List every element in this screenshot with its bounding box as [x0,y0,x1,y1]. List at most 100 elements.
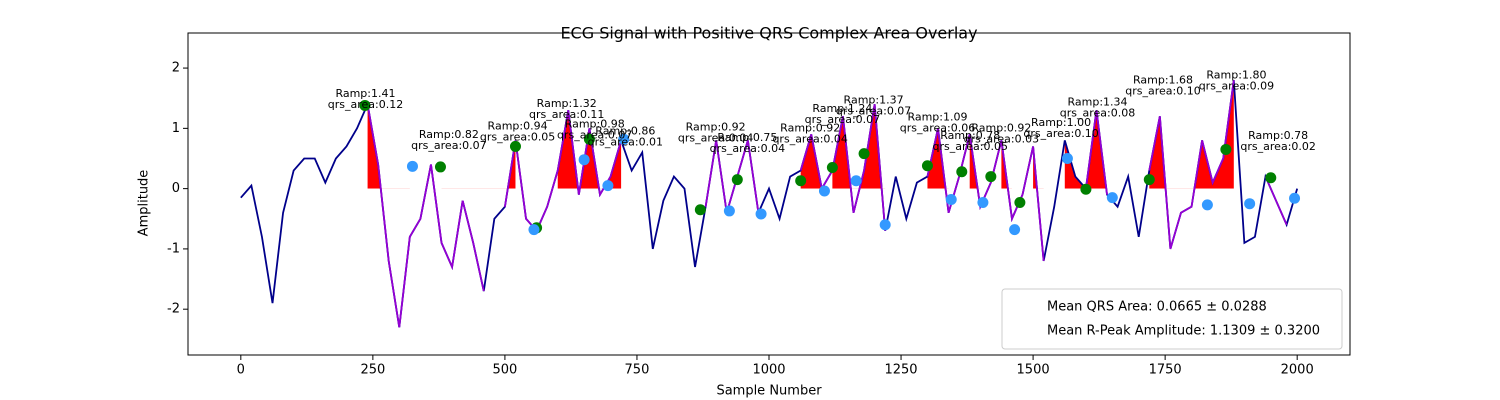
qrs-area [832,104,882,189]
x-tick-label: 1750 [1149,363,1182,378]
y-tick-label: 1 [172,121,180,136]
annotation: qrs_area:0.09 [1199,79,1274,92]
x-tick-label: 1000 [752,363,785,378]
annotation: Ramp:1.24 [812,102,872,115]
signal-line [1085,110,1108,195]
y-tick-label: -1 [167,241,180,256]
annotation: Ramp:1.00 [1031,116,1091,129]
peak-point [1143,174,1155,186]
peak-point [1009,224,1021,236]
annotation: Ramp:0.86 [595,124,655,137]
annotation: qrs_area:0.01 [588,135,663,148]
peak-point [1061,152,1073,164]
peak-point [818,185,830,197]
y-tick-label: 0 [172,181,180,196]
peak-point [434,161,446,173]
qrs-area [557,110,622,189]
peak-point [977,196,989,208]
annotation: qrs_area:0.04 [678,132,753,145]
annotation: qrs_area:0.08 [1060,106,1135,119]
annotation: Ramp:1.68 [1133,74,1193,87]
peak-point [359,99,371,111]
signal-line [1264,176,1288,226]
peak-point [921,160,933,172]
qrs-area [1064,110,1107,189]
peak-point [1014,196,1026,208]
peak-point [731,174,743,186]
peak-point [826,162,838,174]
annotation: Ramp:0.94 [488,120,548,133]
annotation: Ramp:0.92 [780,121,840,134]
annotation: qrs_area:0.10 [1125,85,1200,98]
annotation: Ramp:1.37 [844,94,904,107]
peak-point [1244,198,1256,210]
annotation: Ramp:1.09 [907,110,967,123]
x-tick-label: 250 [360,363,385,378]
peak-point [945,193,957,205]
y-tick-label: 2 [172,61,180,76]
annotation: Ramp:0.92 [686,121,746,134]
x-tick-label: 500 [492,363,517,378]
peak-point [1201,199,1213,211]
annotation: qrs_area:0.04 [710,142,785,155]
annotation: Ramp:1.80 [1206,68,1266,81]
qrs-area [1149,80,1234,189]
peak-point [602,180,614,192]
qrs-area [927,128,946,189]
annotation: qrs_area:0.04 [772,132,847,145]
peak-point [1080,183,1092,195]
annotation: Ramp:0.92 [971,121,1031,134]
annotation: qrs_area:0.02 [1240,140,1315,153]
annotation: Ramp:1.32 [537,97,597,110]
annotation: Ramp:0.78 [940,129,1000,142]
legend-entry: Mean QRS Area: 0.0665 ± 0.0288 [1047,300,1267,315]
signal-line [704,140,760,213]
annotation: qrs_area:0.11 [529,108,604,121]
annotation: qrs_area:0.07 [805,113,880,126]
annotation: qrs_area:0.12 [328,98,403,111]
peak-point [723,205,735,217]
peak-point [509,140,521,152]
annotation: Ramp:0.82 [419,128,479,141]
peak-point [850,175,862,187]
x-tick-label: 750 [625,363,650,378]
plot-frame [187,32,1351,356]
qrs-area [969,134,978,189]
peak-point [618,133,630,145]
peak-point [406,160,418,172]
signal-line [1148,80,1235,250]
annotation: Ramp:1.34 [1068,95,1128,108]
peak-point [956,166,968,178]
annotation: Ramp:1.41 [335,87,395,100]
x-tick-label: 1500 [1017,363,1050,378]
peak-point [795,175,807,187]
annotation: qrs_area:0.05 [933,140,1008,153]
x-tick-label: 1250 [884,363,917,378]
peak-point [879,219,891,231]
y-tick-label: -2 [167,302,180,317]
x-tick-label: 0 [237,363,245,378]
peak-point [583,133,595,145]
peak-point [528,224,540,236]
annotation: qrs_area:0.06 [900,121,975,134]
x-axis-label: Sample Number [716,384,822,399]
signal-line [799,104,887,231]
peak-point [985,171,997,183]
signal-line [366,104,485,328]
qrs-area [800,134,822,189]
x-tick-label: 2000 [1281,363,1314,378]
annotation: qrs_area:0.05 [480,131,555,144]
peak-point [1289,192,1301,204]
peak-point [1265,172,1277,184]
annotation: qrs_area:0.10 [1023,127,1098,140]
peak-point [858,148,870,160]
annotation: qrs_area:0.07 [411,139,486,152]
peak-point [755,208,767,220]
peak-point [1220,143,1232,155]
peak-point [694,204,706,216]
legend-entry: Mean R-Peak Amplitude: 1.1309 ± 0.3200 [1047,324,1320,339]
peak-point [1106,192,1118,204]
annotation: Ramp:0.75 [717,131,777,144]
annotation: Ramp:0.78 [1248,129,1308,142]
